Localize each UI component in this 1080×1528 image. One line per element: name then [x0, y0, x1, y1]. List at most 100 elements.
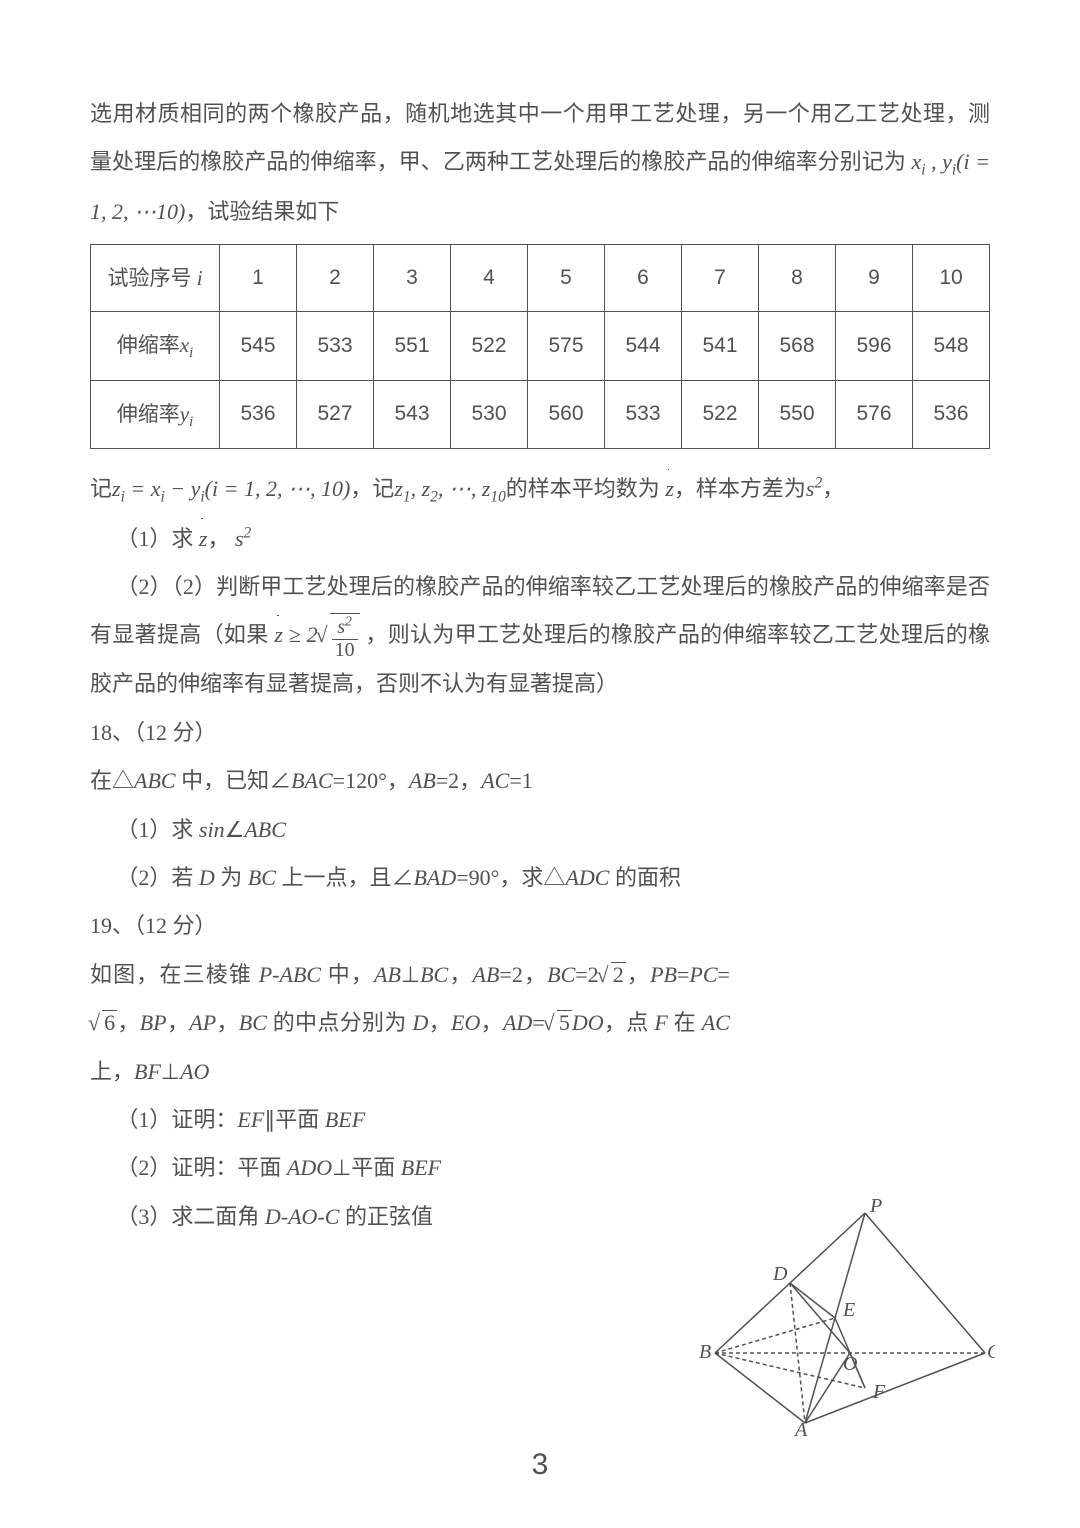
ado: ADO: [287, 1155, 332, 1180]
x-1: 545: [220, 312, 297, 381]
zbar-3: z: [274, 611, 283, 659]
q19-p2a: （2）证明：平面: [116, 1155, 287, 1180]
q18-p2b: 为: [215, 865, 248, 890]
q19-o: ，: [480, 1010, 503, 1035]
def-zi: zi = xi − yi(i = 1, 2, ⋯, 10): [112, 476, 350, 501]
sqrt6: 6: [90, 999, 117, 1047]
def-zlist: z1, z2, ⋯, z10: [394, 476, 505, 501]
row-y-label: 伸缩率yi: [91, 380, 220, 449]
q19-d: ，: [448, 962, 472, 987]
q18-e: =1: [509, 768, 532, 793]
q19-t: ⊥: [161, 1059, 180, 1084]
q18-p2a: （2）若: [116, 865, 199, 890]
bc4: BC: [239, 1010, 267, 1035]
label-c: C: [987, 1341, 995, 1363]
bac: BAC: [291, 768, 333, 793]
q19-k: ，: [167, 1010, 190, 1035]
bf: BF: [134, 1059, 161, 1084]
pabc: P-ABC: [259, 962, 321, 987]
q18-p1: （1）求 sin∠ABC: [90, 806, 990, 854]
q19-p1a: （1）证明：: [116, 1107, 237, 1132]
tetrahedron-diagram: P D E B O C F A: [695, 1198, 995, 1438]
q19-f: =2: [575, 962, 598, 987]
q19-c: ⊥: [401, 962, 420, 987]
q19-p1b: ∥平面: [264, 1107, 325, 1132]
y-7: 522: [682, 380, 759, 449]
x-6: 544: [605, 312, 682, 381]
q18-c: =120°，: [333, 768, 409, 793]
y-5: 560: [528, 380, 605, 449]
abc-2: ABC: [244, 817, 286, 842]
bc-1: BC: [248, 865, 276, 890]
f-1: F: [654, 1010, 667, 1035]
label-o: O: [843, 1353, 857, 1375]
def-c: ，记: [350, 476, 394, 501]
bc2: BC: [420, 962, 448, 987]
q19-q: ，点: [604, 1010, 655, 1035]
q18-d: =2，: [436, 768, 481, 793]
d-2: D: [412, 1010, 428, 1035]
label-p: P: [869, 1198, 882, 1217]
col-1: 1: [220, 245, 297, 312]
zbar-2: z: [199, 515, 208, 563]
q18-p2d: =90°，求△: [456, 865, 565, 890]
row-x-label: 伸缩率xi: [91, 312, 220, 381]
y-4: 530: [451, 380, 528, 449]
s-squared: s2: [806, 476, 822, 501]
q19-g: ，: [626, 962, 650, 987]
eo: EO: [451, 1010, 480, 1035]
x-8: 568: [759, 312, 836, 381]
x-2: 533: [297, 312, 374, 381]
y-10: 536: [913, 380, 990, 449]
label-d: D: [772, 1263, 788, 1285]
zbar-symbol: z: [665, 465, 674, 513]
q19-p1: （1）证明：EF∥平面 BEF: [90, 1096, 990, 1144]
col-10: 10: [913, 245, 990, 312]
q19-m: 的中点分别为: [267, 1010, 413, 1035]
table-header-row: 试验序号 i 1 2 3 4 5 6 7 8 9 10: [91, 245, 990, 312]
x-5: 575: [528, 312, 605, 381]
adc: ADC: [565, 865, 609, 890]
q19-number: 19、（12 分）: [90, 902, 990, 950]
bef2: BEF: [401, 1155, 441, 1180]
def-a: 记: [90, 476, 112, 501]
def-g: ，: [822, 476, 844, 501]
bc3: BC: [547, 962, 575, 987]
ac: AC: [481, 768, 509, 793]
q18-p2e: 的面积: [609, 865, 681, 890]
q19-r: 在: [668, 1010, 702, 1035]
def-e: 的样本平均数为: [506, 476, 660, 501]
y-1: 536: [220, 380, 297, 449]
col-7: 7: [682, 245, 759, 312]
col-5: 5: [528, 245, 605, 312]
label-e: E: [842, 1299, 855, 1321]
table-row-x: 伸缩率xi 545 533 551 522 575 544 541 568 59…: [91, 312, 990, 381]
q19-p2: （2）证明：平面 ADO⊥平面 BEF: [90, 1144, 990, 1192]
intro-text-1: 选用材质相同的两个橡胶产品，随机地选其中一个用甲工艺处理，另一个用乙工艺处理，测…: [90, 101, 990, 174]
definitions-line: 记zi = xi − yi(i = 1, 2, ⋯, 10)，记z1, z2, …: [90, 465, 990, 514]
q1-1b: ，: [207, 526, 229, 551]
ao: AO: [180, 1059, 209, 1084]
geq: ≥ 2: [289, 622, 318, 647]
q18-b: 中，已知∠: [176, 768, 292, 793]
bp: BP: [140, 1010, 167, 1035]
y-3: 543: [374, 380, 451, 449]
y-8: 550: [759, 380, 836, 449]
ac2: AC: [702, 1010, 730, 1035]
col-3: 3: [374, 245, 451, 312]
q18-p1-text: （1）求 sin∠ABC: [116, 817, 286, 842]
x-4: 522: [451, 312, 528, 381]
q1-part2: （2）（2）判断甲工艺处理后的橡胶产品的伸缩率较乙工艺处理后的橡胶产品的伸缩率是…: [90, 563, 990, 709]
label-b: B: [699, 1341, 711, 1363]
q1-1a: （1）求: [116, 526, 193, 551]
x-3: 551: [374, 312, 451, 381]
s2-2: s2: [235, 526, 251, 551]
def-f: ，样本方差为: [674, 476, 806, 501]
y-6: 533: [605, 380, 682, 449]
col-8: 8: [759, 245, 836, 312]
pb: PB: [650, 962, 677, 987]
ad2: AD: [503, 1010, 532, 1035]
pc: PC: [689, 962, 717, 987]
data-table: 试验序号 i 1 2 3 4 5 6 7 8 9 10 伸缩率xi 545 53…: [90, 244, 990, 449]
q19-n: ，: [428, 1010, 451, 1035]
